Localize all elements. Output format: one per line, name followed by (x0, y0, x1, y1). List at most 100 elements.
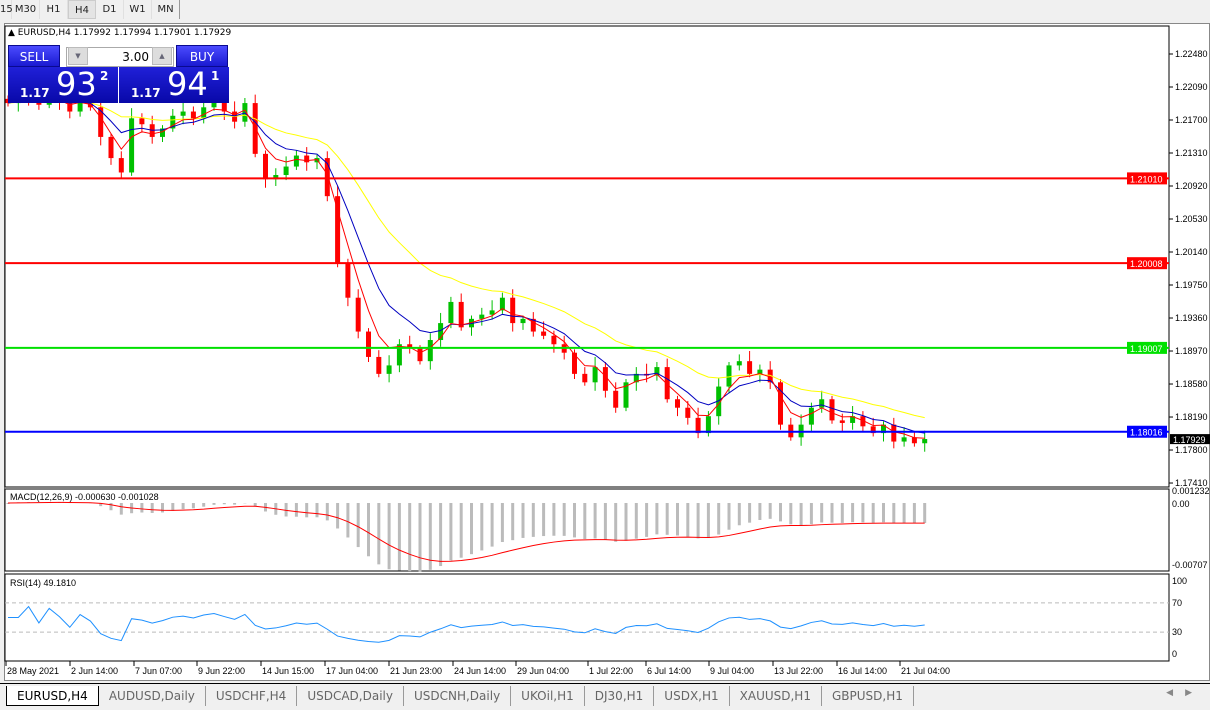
tab-usdcad-daily[interactable]: USDCAD,Daily (297, 686, 404, 706)
date-label: 9 Jun 22:00 (198, 666, 245, 676)
price-tick-label: 1.17410 (1175, 478, 1208, 488)
tab-audusd-daily[interactable]: AUDUSD,Daily (99, 686, 206, 706)
lot-size-input[interactable]: 3.00 (66, 47, 174, 67)
rsi-tick-label: 30 (1172, 627, 1182, 637)
timeframe-w1[interactable]: W1 (124, 0, 152, 19)
candle-body (438, 323, 444, 341)
macd-histogram-bar (706, 503, 710, 538)
timeframe-h1[interactable]: H1 (40, 0, 68, 19)
sell-button[interactable]: SELL (8, 45, 60, 67)
candle-body (139, 118, 145, 125)
date-label: 24 Jun 14:00 (454, 666, 506, 676)
macd-histogram-bar (521, 503, 525, 538)
macd-histogram-bar (119, 503, 123, 515)
macd-histogram-bar (99, 503, 103, 507)
candle-body (592, 367, 598, 383)
one-click-trading-panel: SELL 3.00 ▼ ▲ BUY 1.17 93 2 1.17 94 1 (8, 45, 229, 103)
buy-button[interactable]: BUY (176, 45, 228, 67)
candle-body (263, 153, 268, 180)
candle-body (489, 310, 495, 315)
macd-histogram-bar (717, 503, 721, 535)
candle-body (551, 335, 557, 345)
date-label: 1 Jul 22:00 (589, 666, 633, 676)
tab-gbpusd-h1[interactable]: GBPUSD,H1 (822, 686, 914, 706)
candle-body (685, 407, 691, 418)
buy-price-pips: 94 (167, 65, 208, 103)
macd-histogram-bar (737, 503, 741, 526)
price-tick-label: 1.22090 (1175, 82, 1208, 92)
candle-body (767, 369, 773, 383)
macd-histogram-bar (634, 503, 638, 539)
macd-histogram-bar (789, 503, 793, 525)
candle-body (355, 297, 361, 332)
price-tick-label: 1.21310 (1175, 148, 1208, 158)
moving-average-fast (7, 98, 925, 439)
collapse-icon[interactable]: ▲ (8, 28, 18, 38)
tab-usdx-h1[interactable]: USDX,H1 (654, 686, 730, 706)
date-label: 29 Jun 04:00 (517, 666, 569, 676)
chart-title: ▲ EURUSD,H4 1.17992 1.17994 1.17901 1.17… (8, 28, 231, 38)
tab-ukoil-h1[interactable]: UKOil,H1 (511, 686, 585, 706)
candle-body (829, 399, 835, 421)
candle-body (675, 399, 680, 408)
timeframe-m30[interactable]: M30 (12, 0, 40, 19)
hline-price-label: 1.21010 (1130, 174, 1163, 184)
lot-increase-icon[interactable]: ▲ (152, 47, 172, 65)
macd-histogram-bar (449, 503, 453, 561)
macd-histogram-bar (511, 503, 515, 541)
scroll-right-icon[interactable]: ▶ (1185, 688, 1204, 698)
macd-histogram-bar (109, 503, 113, 511)
macd-histogram-bar (531, 503, 535, 537)
macd-histogram-bar (799, 503, 803, 526)
price-tick-label: 1.19360 (1175, 313, 1208, 323)
price-label-bg (1127, 341, 1167, 354)
buy-price[interactable]: 1.17 94 1 (119, 65, 229, 103)
macd-histogram-bar (305, 503, 309, 518)
rsi-tick-label: 100 (1172, 576, 1187, 586)
timeframe-mn[interactable]: MN (152, 0, 180, 19)
macd-histogram-bar (882, 503, 885, 523)
price-chart[interactable]: 1.22480 1.22090 1.21700 1.21310 1.20920 1.205… (0, 0, 1210, 682)
sell-price[interactable]: 1.17 93 2 (8, 65, 118, 103)
candle-body (396, 344, 402, 366)
candle-body (654, 367, 660, 376)
macd-histogram-bar (902, 503, 906, 524)
tab-dj30-h1[interactable]: DJ30,H1 (585, 686, 655, 706)
tab-usdcnh-daily[interactable]: USDCNH,Daily (404, 686, 512, 706)
macd-histogram-bar (161, 503, 164, 513)
macd-histogram-bar (212, 503, 216, 505)
candle-body (870, 426, 876, 434)
date-label: 6 Jul 14:00 (647, 666, 691, 676)
timeframe-toolbar: 15 M30 H1 H4 D1 W1 MN (0, 0, 180, 19)
scroll-left-icon[interactable]: ◀ (1166, 688, 1186, 698)
date-label: 17 Jun 04:00 (326, 666, 378, 676)
timeframe-h4[interactable]: H4 (68, 0, 96, 19)
sell-price-pips: 93 (56, 65, 97, 103)
date-label: 21 Jul 04:00 (901, 666, 950, 676)
candle-body (881, 424, 886, 434)
macd-histogram-bar (294, 503, 298, 517)
candle-body (747, 361, 753, 374)
tab-scroll-arrows[interactable]: ◀▶ (1166, 688, 1204, 698)
candle-body (633, 373, 639, 383)
tab-xauusd-h1[interactable]: XAUUSD,H1 (730, 686, 822, 706)
macd-histogram-bar (892, 503, 896, 524)
macd-histogram-bar (428, 503, 432, 570)
current-price-label: 1.17929 (1173, 435, 1206, 445)
macd-histogram-bar (191, 503, 195, 509)
lot-decrease-icon[interactable]: ▼ (68, 47, 88, 65)
hline-price-label: 1.18016 (1130, 428, 1163, 438)
timeframe-d1[interactable]: D1 (96, 0, 124, 19)
rsi-label: RSI(14) 49.1810 (10, 578, 76, 588)
candle-body (211, 101, 217, 108)
price-tick-label: 1.18970 (1175, 346, 1208, 356)
sell-price-prefix: 1.17 (20, 86, 50, 100)
candle-body (891, 424, 897, 442)
macd-histogram-bar (851, 503, 855, 523)
tab-eurusd-h4[interactable]: EURUSD,H4 (6, 686, 99, 706)
tab-usdchf-h4[interactable]: USDCHF,H4 (206, 686, 298, 706)
price-tick-label: 1.20140 (1175, 247, 1208, 257)
current-price-bg (1170, 434, 1210, 445)
candle-body (850, 416, 856, 423)
timeframe-m15[interactable]: 15 (0, 0, 13, 19)
